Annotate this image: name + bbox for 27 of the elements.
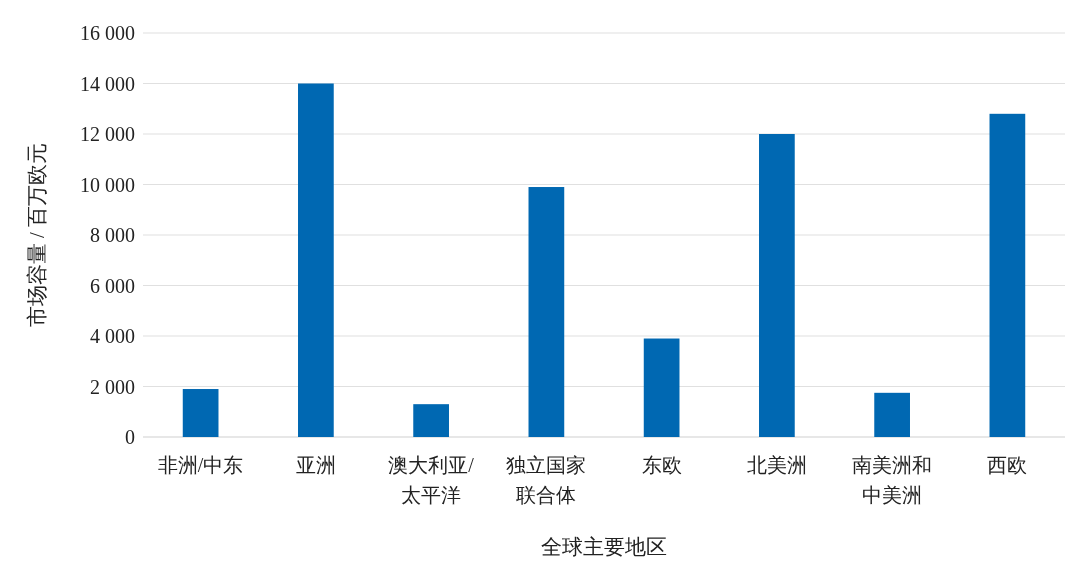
- y-tick-label: 2 000: [90, 375, 135, 398]
- bar: [643, 338, 680, 437]
- x-axis-title: 全球主要地区: [541, 535, 667, 559]
- y-tick-label: 8 000: [90, 224, 135, 246]
- bar: [413, 404, 449, 437]
- y-tick-label: 10 000: [80, 173, 135, 196]
- y-tick-label: 12 000: [80, 123, 135, 145]
- x-tick-label: 南美洲和中美洲: [852, 454, 933, 506]
- bar: [182, 389, 219, 437]
- y-tick-label: 6 000: [90, 274, 135, 297]
- x-tick-label: 北美洲: [746, 454, 807, 476]
- y-tick-label: 16 000: [80, 22, 135, 44]
- bar: [989, 113, 1026, 437]
- y-tick-label: 0: [125, 426, 135, 448]
- x-tick-label: 亚洲: [295, 454, 336, 476]
- bar: [759, 134, 795, 437]
- x-tick-label: 独立国家联合体: [506, 454, 587, 506]
- bar: [528, 187, 565, 437]
- x-tick-label: 澳大利亚/太平洋: [388, 454, 475, 506]
- x-tick-label: 西欧: [987, 454, 1028, 476]
- y-tick-label: 14 000: [80, 72, 135, 95]
- y-tick-label: 4 000: [90, 325, 135, 347]
- y-axis-title: 市场容量 / 百万欧元: [25, 142, 49, 328]
- bar: [874, 392, 910, 437]
- x-tick-label: 东欧: [641, 454, 682, 476]
- x-tick-label: 非洲/中东: [157, 454, 244, 476]
- bar: [298, 83, 334, 437]
